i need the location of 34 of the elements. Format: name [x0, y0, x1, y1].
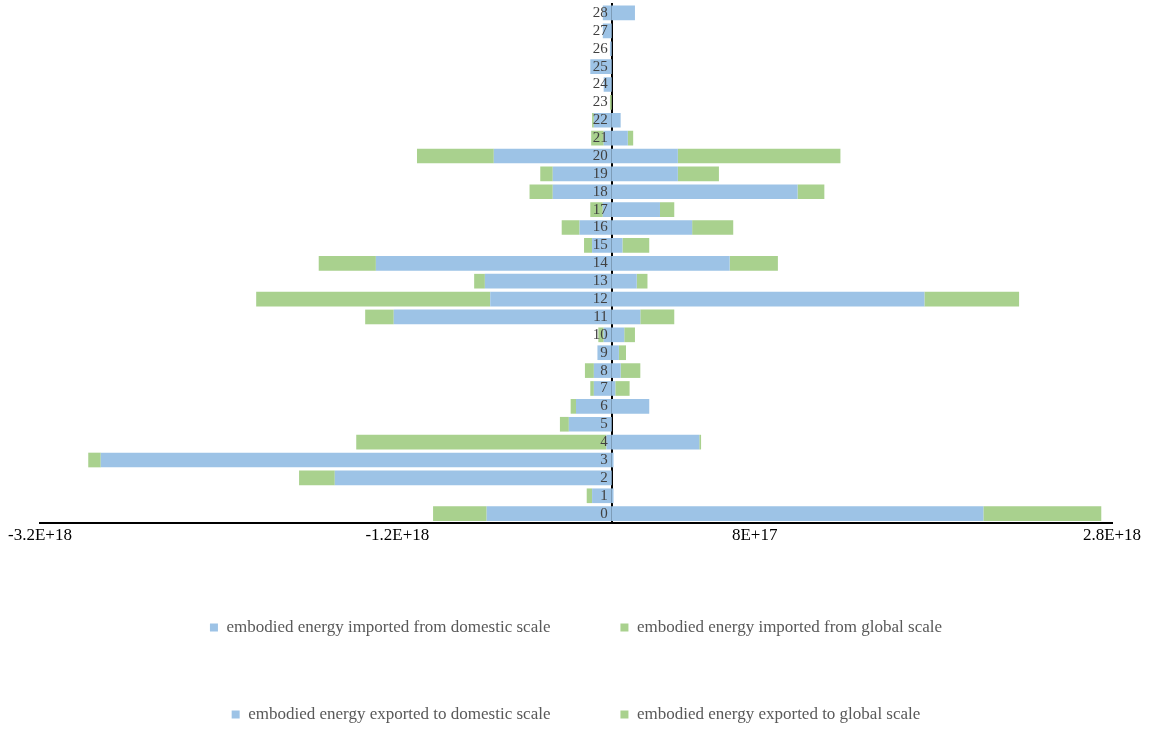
y-tick-label: 11 [593, 307, 608, 324]
y-tick-label: 19 [592, 164, 608, 181]
x-tick-label: 8E+17 [731, 525, 778, 545]
y-tick-label: 18 [592, 182, 608, 199]
y-tick-label: 10 [592, 325, 608, 342]
y-tick-label: 8 [600, 361, 608, 378]
y-tick-label: 0 [600, 504, 608, 521]
y-tick-label: 28 [592, 3, 608, 20]
y-tick-label: 1 [600, 486, 608, 503]
y-tick-label: 6 [600, 397, 609, 414]
y-tick-label: 16 [592, 218, 609, 235]
y-tick-label: 24 [592, 75, 609, 92]
y-tick-label: 5 [600, 415, 608, 432]
y-tick-label: 26 [592, 39, 609, 56]
y-tick-label: 12 [592, 290, 608, 306]
y-tick-label: 23 [592, 93, 608, 110]
y-tick-label: 9 [600, 343, 608, 360]
y-tick-label: 22 [592, 111, 608, 128]
y-tick-label: 2 [600, 468, 608, 485]
y-tick-label: 15 [592, 236, 608, 253]
x-tick-label: -3.2E+18 [8, 525, 72, 545]
x-tick-label: 2.8E+18 [1082, 525, 1142, 545]
y-tick-label: 7 [600, 379, 609, 396]
legend-label: embodied energy imported from domestic scale [226, 616, 551, 636]
x-tick-label: -1.2E+18 [365, 525, 430, 545]
y-tick-label: 3 [600, 450, 608, 467]
y-tick-label: 20 [592, 146, 608, 163]
legend-label: embodied energy exported to domestic scale [248, 703, 551, 723]
y-tick-label: 25 [592, 57, 608, 74]
y-tick-label: 13 [592, 272, 608, 289]
legend-label: embodied energy imported from global scale [636, 616, 943, 636]
y-tick-label: 27 [592, 21, 609, 38]
y-tick-label: 14 [592, 254, 609, 271]
legend-label: embodied energy exported to global scale [636, 703, 921, 723]
